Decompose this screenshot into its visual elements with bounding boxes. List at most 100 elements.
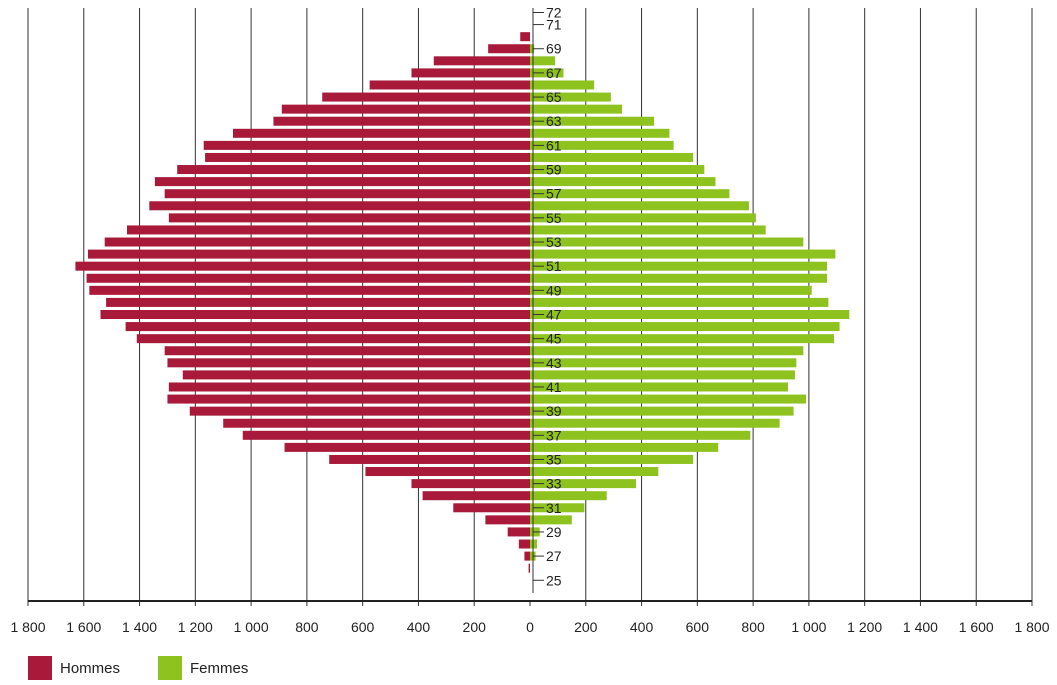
age-label: 59 xyxy=(546,162,562,178)
bar-hommes xyxy=(205,152,530,162)
age-label: 67 xyxy=(546,65,562,81)
bar-femmes xyxy=(530,334,834,344)
bar-hommes xyxy=(284,442,530,452)
bar-hommes xyxy=(168,213,531,223)
bar-hommes xyxy=(75,261,531,271)
x-tick-label: 800 xyxy=(295,619,319,635)
bar-hommes xyxy=(87,249,530,259)
bar-hommes xyxy=(411,68,530,78)
bar-femmes xyxy=(530,394,807,404)
bar-femmes xyxy=(530,515,572,525)
bar-femmes xyxy=(530,503,585,513)
bar-femmes xyxy=(530,370,795,380)
bar-femmes xyxy=(530,225,766,235)
bar-hommes xyxy=(273,116,530,126)
bar-femmes xyxy=(530,310,850,319)
bar-femmes xyxy=(530,249,836,259)
bar-hommes xyxy=(528,563,530,573)
x-tick-label: 1 800 xyxy=(1014,619,1049,635)
bar-femmes xyxy=(530,261,828,271)
bar-femmes xyxy=(530,297,829,307)
bar-femmes xyxy=(530,322,840,332)
bar-hommes xyxy=(507,527,530,537)
bar-femmes xyxy=(530,418,780,428)
age-label: 31 xyxy=(546,500,562,516)
bar-femmes xyxy=(530,430,751,440)
bar-hommes xyxy=(164,346,530,356)
age-label: 25 xyxy=(546,572,562,588)
x-tick-label: 200 xyxy=(574,619,598,635)
age-label: 57 xyxy=(546,186,562,202)
bar-hommes xyxy=(281,104,530,114)
bar-femmes xyxy=(530,44,535,54)
bar-femmes xyxy=(530,140,674,150)
age-label: 51 xyxy=(546,258,562,274)
bar-femmes xyxy=(530,128,670,138)
bar-hommes xyxy=(164,189,530,199)
x-tick-label: 1 000 xyxy=(791,619,826,635)
bar-femmes xyxy=(530,285,812,295)
bar-femmes xyxy=(530,80,595,90)
bar-hommes xyxy=(177,165,530,175)
x-tick-label: 600 xyxy=(686,619,710,635)
x-tick-label: 0 xyxy=(526,619,534,635)
bar-hommes xyxy=(232,128,530,138)
age-label: 39 xyxy=(546,403,562,419)
x-tick-label: 1 200 xyxy=(178,619,213,635)
x-tick-label: 1 000 xyxy=(234,619,269,635)
bar-hommes xyxy=(518,539,530,549)
bar-femmes xyxy=(530,454,694,464)
bar-hommes xyxy=(242,430,530,440)
axes: 1 800 1 600 1 400 1 200 1 000 800 600 400 200 0 20… xyxy=(10,5,1049,636)
age-label: 33 xyxy=(546,476,562,492)
bar-hommes xyxy=(100,310,530,319)
bar-femmes xyxy=(530,177,716,187)
legend-swatch-hommes xyxy=(28,656,52,680)
bar-hommes xyxy=(106,297,530,307)
legend-item-hommes: Hommes xyxy=(28,656,120,680)
bar-femmes xyxy=(530,479,636,489)
legend-label-hommes: Hommes xyxy=(60,659,121,677)
bar-hommes xyxy=(125,322,530,332)
x-tick-label: 800 xyxy=(741,619,765,635)
bar-femmes xyxy=(530,213,756,223)
x-tick-label: 1 200 xyxy=(847,619,882,635)
bar-hommes xyxy=(365,467,530,477)
age-label: 29 xyxy=(546,524,562,540)
bar-femmes xyxy=(530,56,556,66)
age-label: 45 xyxy=(546,331,562,347)
age-label: 35 xyxy=(546,451,562,467)
x-tick-label: 1 600 xyxy=(66,619,101,635)
legend-label-femmes: Femmes xyxy=(190,659,249,677)
bar-hommes xyxy=(104,237,530,247)
bar-femmes xyxy=(530,346,804,356)
bar-hommes xyxy=(127,225,530,235)
bar-hommes xyxy=(189,406,530,416)
legend: Hommes Femmes xyxy=(28,656,286,680)
bar-femmes xyxy=(530,92,611,102)
bar-hommes xyxy=(411,479,530,489)
age-label: 43 xyxy=(546,355,562,371)
bar-hommes xyxy=(168,382,531,392)
x-tick-label: 400 xyxy=(630,619,654,635)
legend-item-femmes: Femmes xyxy=(158,656,248,680)
bar-femmes xyxy=(530,406,794,416)
x-tick-label: 400 xyxy=(407,619,431,635)
age-label: 69 xyxy=(546,41,562,57)
bar-hommes xyxy=(524,551,530,561)
x-tick-label: 600 xyxy=(351,619,375,635)
bars xyxy=(75,32,850,573)
x-tick-label: 1 400 xyxy=(903,619,938,635)
bar-femmes xyxy=(530,237,804,247)
bar-femmes xyxy=(530,68,564,78)
bar-hommes xyxy=(167,394,530,404)
bar-femmes xyxy=(530,442,719,452)
legend-swatch-femmes xyxy=(158,656,183,680)
age-label: 65 xyxy=(546,89,562,105)
bar-hommes xyxy=(453,503,530,513)
bar-femmes xyxy=(530,273,828,283)
bar-femmes xyxy=(530,201,749,211)
bar-hommes xyxy=(149,201,531,211)
population-pyramid-chart: 1 800 1 600 1 400 1 200 1 000 800 600 400 200 0 20… xyxy=(10,5,1049,636)
bar-femmes xyxy=(530,382,788,392)
